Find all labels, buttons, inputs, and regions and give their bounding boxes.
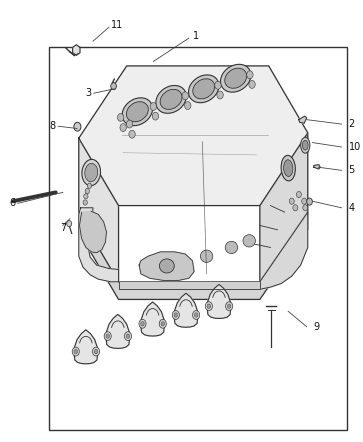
Circle shape	[227, 304, 231, 309]
Circle shape	[194, 313, 198, 317]
Ellipse shape	[72, 46, 80, 54]
Polygon shape	[73, 45, 80, 55]
Circle shape	[74, 122, 81, 131]
Circle shape	[303, 205, 308, 211]
Polygon shape	[106, 314, 129, 348]
Circle shape	[150, 103, 156, 110]
Circle shape	[302, 198, 307, 204]
Text: 10: 10	[348, 142, 361, 152]
Circle shape	[161, 322, 164, 326]
Ellipse shape	[225, 241, 238, 254]
Polygon shape	[119, 282, 260, 290]
Ellipse shape	[281, 156, 295, 181]
Polygon shape	[208, 285, 231, 318]
Text: 7: 7	[60, 223, 66, 233]
Text: 3: 3	[85, 88, 91, 98]
Polygon shape	[74, 330, 97, 364]
Polygon shape	[175, 293, 197, 327]
Ellipse shape	[188, 75, 219, 103]
Circle shape	[193, 311, 200, 320]
Circle shape	[106, 334, 110, 338]
Circle shape	[207, 304, 211, 309]
Ellipse shape	[85, 164, 98, 182]
Circle shape	[152, 112, 159, 120]
Ellipse shape	[122, 98, 152, 126]
Circle shape	[126, 334, 130, 338]
Ellipse shape	[72, 46, 80, 54]
Circle shape	[141, 322, 144, 326]
Circle shape	[172, 311, 179, 320]
Circle shape	[182, 92, 188, 100]
Circle shape	[129, 130, 135, 138]
Text: 9: 9	[313, 322, 319, 332]
Polygon shape	[314, 164, 320, 169]
Circle shape	[289, 198, 294, 204]
Circle shape	[247, 71, 253, 79]
Text: 2: 2	[348, 119, 355, 129]
Ellipse shape	[193, 79, 215, 99]
Circle shape	[87, 183, 91, 188]
Circle shape	[217, 91, 223, 99]
Circle shape	[93, 347, 99, 356]
Text: 6: 6	[9, 198, 16, 208]
Circle shape	[215, 81, 221, 89]
Polygon shape	[79, 208, 119, 282]
Polygon shape	[299, 116, 307, 123]
Ellipse shape	[72, 46, 80, 54]
Circle shape	[293, 205, 298, 211]
Circle shape	[184, 102, 191, 110]
Circle shape	[159, 320, 166, 328]
Ellipse shape	[126, 102, 148, 122]
Circle shape	[125, 332, 131, 340]
Text: 1: 1	[193, 31, 199, 41]
Circle shape	[205, 302, 212, 311]
Ellipse shape	[160, 89, 182, 110]
Ellipse shape	[301, 137, 310, 153]
Ellipse shape	[225, 68, 246, 88]
Ellipse shape	[220, 65, 251, 92]
Circle shape	[111, 83, 117, 90]
Polygon shape	[79, 138, 119, 282]
Ellipse shape	[200, 250, 213, 263]
Circle shape	[307, 198, 313, 205]
Text: 5: 5	[348, 165, 355, 175]
Circle shape	[297, 191, 301, 198]
Ellipse shape	[243, 235, 256, 247]
Circle shape	[139, 320, 146, 328]
Circle shape	[174, 313, 178, 317]
Circle shape	[83, 200, 87, 205]
Polygon shape	[79, 211, 106, 253]
Ellipse shape	[72, 46, 80, 54]
Circle shape	[226, 302, 233, 311]
Ellipse shape	[302, 141, 308, 150]
Text: 4: 4	[348, 203, 355, 213]
Polygon shape	[141, 302, 164, 336]
Circle shape	[72, 347, 79, 356]
Polygon shape	[79, 66, 308, 206]
Ellipse shape	[159, 259, 174, 273]
Ellipse shape	[172, 259, 184, 271]
Ellipse shape	[82, 160, 101, 186]
Polygon shape	[139, 252, 194, 281]
Circle shape	[94, 349, 98, 354]
Ellipse shape	[156, 85, 186, 113]
Circle shape	[104, 332, 111, 340]
Circle shape	[249, 80, 255, 88]
Circle shape	[120, 124, 126, 132]
Ellipse shape	[284, 160, 293, 176]
Bar	[49, 47, 347, 431]
Circle shape	[118, 114, 124, 122]
Polygon shape	[260, 212, 308, 290]
Circle shape	[67, 221, 72, 227]
Circle shape	[85, 188, 89, 194]
Polygon shape	[260, 133, 308, 282]
Ellipse shape	[72, 46, 80, 54]
Polygon shape	[79, 212, 308, 299]
Text: 11: 11	[111, 20, 123, 30]
Circle shape	[74, 349, 78, 354]
Circle shape	[84, 194, 88, 199]
Text: 8: 8	[50, 121, 56, 131]
Circle shape	[126, 120, 133, 128]
